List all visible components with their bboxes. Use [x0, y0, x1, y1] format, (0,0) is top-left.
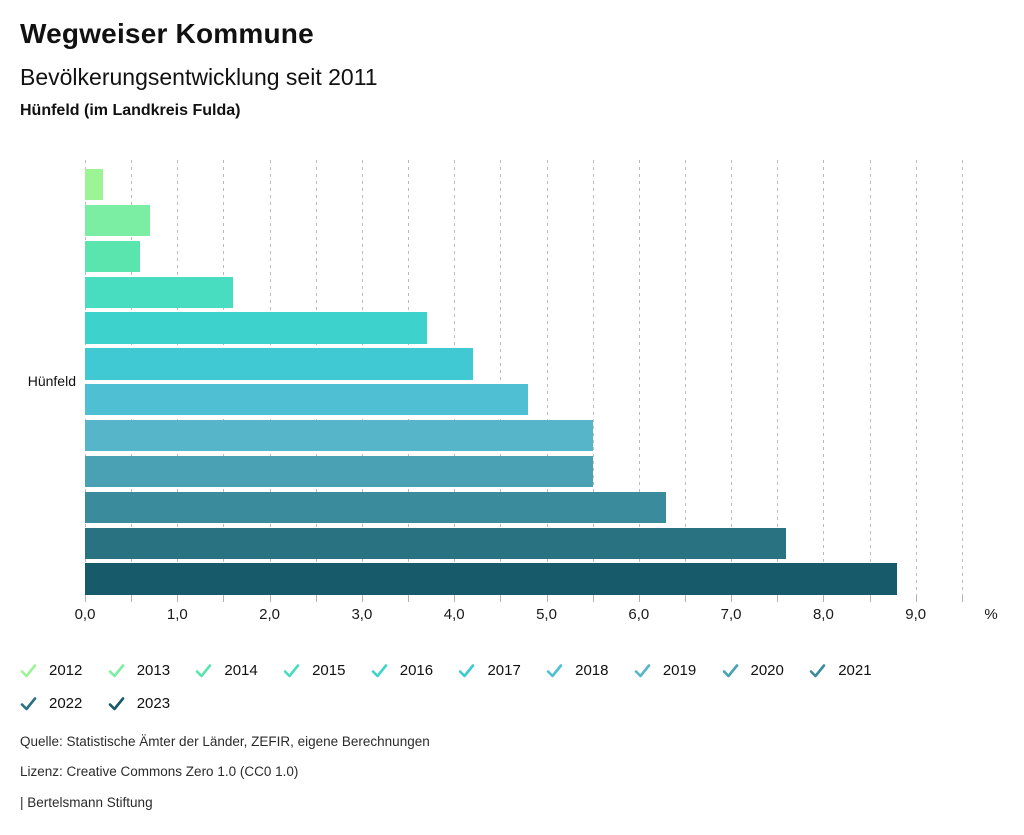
check-icon — [108, 664, 124, 678]
legend-item-label: 2013 — [136, 662, 171, 679]
x-axis-tick — [777, 596, 779, 602]
bar-2015[interactable] — [85, 276, 233, 308]
bar-2016[interactable] — [85, 312, 427, 344]
x-axis-tick — [592, 596, 594, 602]
legend-item-label: 2018 — [575, 662, 609, 679]
legend-item-label: 2016 — [399, 662, 434, 679]
x-axis-tick — [177, 596, 179, 602]
legend-item-2017[interactable]: 2017 — [458, 662, 546, 679]
legend-item-label: 2012 — [49, 662, 83, 679]
check-icon — [283, 664, 300, 678]
legend-item-label: 2019 — [662, 662, 697, 679]
bar-2017[interactable] — [85, 348, 473, 380]
x-axis-tick — [915, 596, 917, 602]
gridline — [546, 160, 548, 597]
bar-2012[interactable] — [85, 169, 104, 201]
bar-2021[interactable] — [85, 491, 667, 524]
page-title: Wegweiser Kommune — [20, 18, 314, 49]
check-icon — [20, 664, 37, 678]
legend-item-label: 2014 — [224, 662, 258, 679]
attribution-note: | Bertelsmann Stiftung — [20, 795, 153, 810]
legend-item-2019[interactable]: 2019 — [634, 662, 722, 679]
gridline — [731, 160, 733, 597]
x-axis-tick — [638, 596, 640, 602]
x-tick-label: 9,0 — [905, 606, 927, 623]
legend-item-label: 2020 — [750, 662, 784, 679]
x-tick-label: 3,0 — [351, 606, 373, 623]
check-icon — [722, 664, 738, 678]
gridline — [592, 160, 594, 597]
gridline — [638, 160, 640, 597]
x-tick-label: 1,0 — [166, 606, 188, 623]
check-icon — [108, 697, 124, 711]
chart-title: Bevölkerungsentwicklung seit 2011 — [20, 64, 378, 90]
x-tick-label: 8,0 — [812, 606, 834, 623]
gridline — [823, 160, 825, 597]
x-axis-tick — [731, 596, 733, 602]
x-axis-tick — [961, 596, 963, 602]
legend-item-2018[interactable]: 2018 — [546, 662, 634, 679]
x-axis-tick — [131, 596, 133, 602]
x-axis-unit-label: % — [984, 606, 998, 623]
check-icon — [459, 664, 475, 678]
bar-2019[interactable] — [85, 419, 593, 452]
x-tick-label: 0,0 — [74, 606, 96, 623]
x-axis-tick — [823, 596, 825, 602]
legend-item-2012[interactable]: 2012 — [20, 662, 108, 679]
bar-2023[interactable] — [85, 563, 898, 595]
chart-location-subtitle: Hünfeld (im Landkreis Fulda) — [20, 102, 241, 119]
license-note: Lizenz: Creative Commons Zero 1.0 (CC0 1… — [20, 764, 299, 779]
x-axis-tick — [454, 596, 456, 602]
x-tick-label: 6,0 — [628, 606, 650, 623]
check-icon — [809, 664, 826, 678]
source-note: Quelle: Statistische Ämter der Länder, Z… — [20, 734, 430, 749]
x-axis-tick — [869, 596, 871, 602]
legend-item-2013[interactable]: 2013 — [108, 662, 196, 679]
gridline — [684, 160, 686, 597]
legend-item-2023[interactable]: 2023 — [108, 695, 196, 712]
gridline — [777, 160, 779, 597]
legend-item-label: 2021 — [838, 662, 872, 679]
legend-item-label: 2022 — [49, 695, 83, 712]
bar-2013[interactable] — [85, 204, 150, 237]
x-axis-tick — [546, 596, 548, 602]
x-axis-tick — [85, 596, 86, 602]
gridline — [869, 160, 871, 597]
legend-item-label: 2015 — [312, 662, 346, 679]
check-icon — [546, 664, 563, 678]
x-axis-tick — [315, 596, 317, 602]
legend-item-2015[interactable]: 2015 — [283, 662, 371, 679]
x-tick-label: 7,0 — [720, 606, 742, 623]
gridline — [961, 160, 963, 597]
bar-2022[interactable] — [85, 527, 787, 559]
check-icon — [196, 664, 212, 678]
x-tick-label: 4,0 — [443, 606, 465, 623]
legend-item-2020[interactable]: 2020 — [722, 662, 810, 679]
legend-item-2016[interactable]: 2016 — [371, 662, 459, 679]
x-axis-tick — [408, 596, 410, 602]
bar-2018[interactable] — [85, 384, 529, 416]
x-axis-tick — [223, 596, 225, 602]
bar-2020[interactable] — [85, 455, 593, 488]
check-icon — [20, 697, 37, 711]
y-axis-category-label: Hünfeld — [27, 373, 76, 389]
gridline — [915, 160, 917, 597]
legend: 2012 2013 2014 2015 2016 2017 2018 2019 2020 2021… — [20, 662, 902, 712]
legend-item-2014[interactable]: 2014 — [195, 662, 283, 679]
x-axis-tick — [684, 596, 686, 602]
x-tick-label: 2,0 — [259, 606, 281, 623]
check-icon — [371, 664, 388, 678]
x-axis-tick — [269, 596, 271, 602]
legend-item-2021[interactable]: 2021 — [809, 662, 897, 679]
x-axis-tick — [500, 596, 502, 602]
check-icon — [634, 664, 651, 678]
x-tick-label: 5,0 — [536, 606, 557, 623]
legend-item-2022[interactable]: 2022 — [20, 695, 108, 712]
x-axis-tick — [361, 596, 363, 602]
bar-2014[interactable] — [85, 240, 141, 273]
legend-item-label: 2017 — [487, 662, 521, 679]
legend-item-label: 2023 — [136, 695, 171, 712]
gridline — [500, 160, 502, 597]
